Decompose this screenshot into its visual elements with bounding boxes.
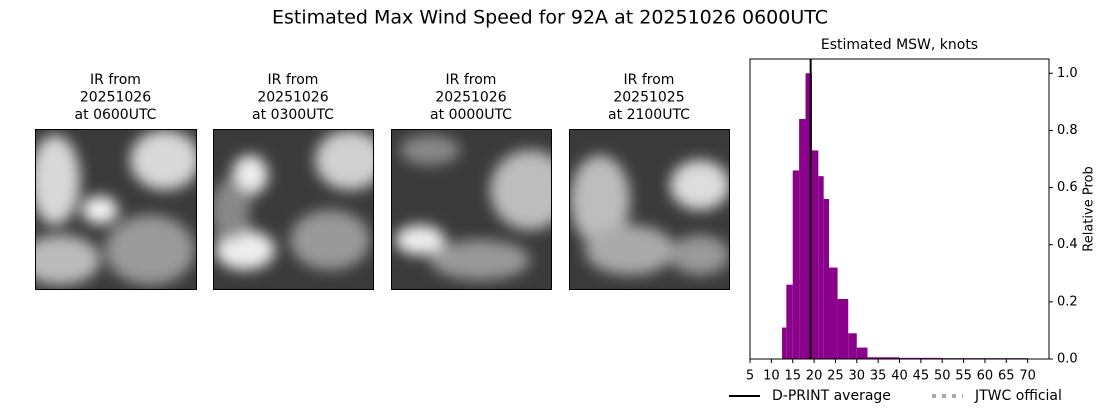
bar (899, 357, 943, 359)
panel-title: at 0300UTC (252, 107, 334, 123)
panel-title: 20251026 (80, 90, 151, 106)
bar (792, 170, 800, 359)
legend-label: D-PRINT average (772, 388, 891, 404)
panel-title: 20251026 (435, 90, 506, 106)
x-tick-label: 60 (977, 369, 994, 384)
x-tick-label: 35 (870, 369, 887, 384)
panel-title: IR from (624, 72, 675, 88)
y-tick-label: 0.2 (1057, 294, 1078, 309)
y-tick-label: 0.4 (1057, 237, 1078, 252)
panel-title: at 2100UTC (608, 107, 690, 123)
x-tick-label: 70 (1019, 369, 1036, 384)
x-tick-label: 45 (913, 369, 930, 384)
ir-image (35, 129, 196, 289)
x-tick-label: 25 (827, 369, 844, 384)
x-tick-label: 65 (998, 369, 1015, 384)
bar (811, 150, 819, 359)
bar (848, 333, 857, 359)
panel-title: 20251025 (613, 90, 684, 106)
bar (823, 199, 830, 359)
bar (818, 176, 824, 359)
x-tick-label: 20 (806, 369, 823, 384)
image-frames (35, 129, 730, 290)
bar (805, 73, 812, 360)
y-axis-label: Relative Prob (1082, 166, 1097, 251)
y-tick-label: 0.6 (1057, 180, 1078, 195)
panel-title: at 0000UTC (430, 107, 512, 123)
ir-image (391, 129, 551, 289)
bar (786, 284, 793, 359)
x-tick-label: 40 (891, 369, 908, 384)
panel-title: IR from (268, 72, 319, 88)
bar (782, 327, 787, 359)
x-tick-label: 15 (784, 369, 801, 384)
ir-image (569, 129, 729, 289)
x-tick-label: 5 (746, 369, 754, 384)
x-tick-label: 10 (763, 369, 780, 384)
x-tick-label: 55 (955, 369, 972, 384)
ir-image (213, 129, 373, 289)
bar (829, 267, 838, 359)
bar (867, 357, 900, 359)
x-tick-label: 50 (934, 369, 951, 384)
y-tick-label: 0.8 (1057, 123, 1078, 138)
panel-title: IR from (90, 72, 141, 88)
bar (856, 347, 868, 359)
y-tick-label: 0.0 (1057, 352, 1078, 367)
panel-title: 20251026 (257, 90, 328, 106)
axis-title: Estimated MSW, knots (821, 37, 978, 53)
panel-title: IR from (446, 72, 497, 88)
panel-title: at 0600UTC (75, 107, 157, 123)
x-tick-label: 30 (849, 369, 866, 384)
y-tick-label: 1.0 (1057, 66, 1078, 81)
bar (837, 299, 849, 359)
legend-label: JTWC official (974, 388, 1062, 404)
figure-title: Estimated Max Wind Speed for 92A at 2025… (272, 7, 828, 29)
bar (799, 119, 806, 359)
